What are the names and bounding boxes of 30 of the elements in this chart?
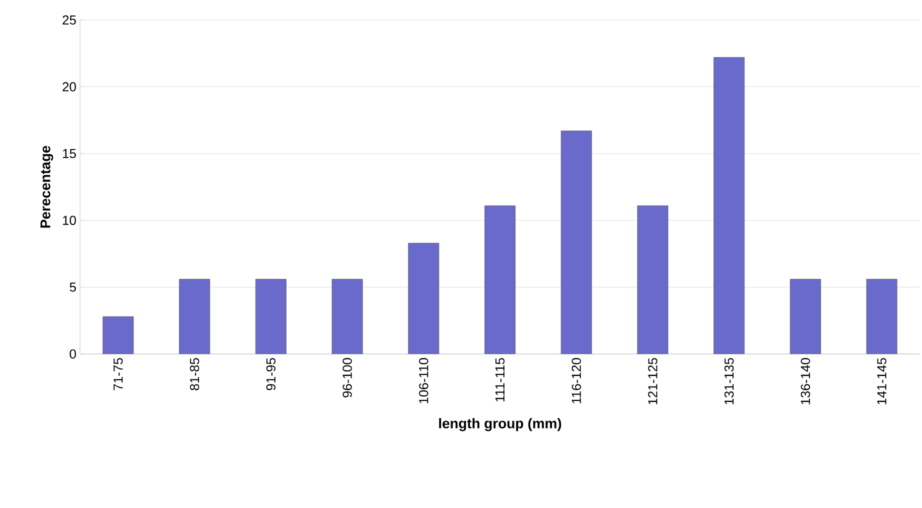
bar <box>179 278 210 354</box>
bar <box>255 278 286 354</box>
x-tick-label: 91-95 <box>266 358 276 390</box>
y-tick-label: 15 <box>63 149 76 158</box>
x-tick-label: 111-115 <box>495 358 505 402</box>
bar <box>637 205 668 354</box>
bar <box>408 242 440 354</box>
x-tick-label: 141-145 <box>877 358 886 404</box>
x-tick-label: 121-125 <box>648 358 658 404</box>
bar <box>560 130 592 354</box>
y-tick-label: 25 <box>62 15 76 25</box>
x-tick-label: 116-120 <box>572 358 581 404</box>
bar <box>714 57 745 354</box>
bar <box>102 316 134 354</box>
bar <box>484 205 516 354</box>
bar <box>866 278 898 354</box>
x-tick-label: 131-135 <box>724 358 734 404</box>
x-tick-label: 136-140 <box>800 358 810 404</box>
y-tick-label: 0 <box>70 349 76 359</box>
x-tick-label: 81-85 <box>190 358 200 390</box>
x-axis-title: length group (mm) <box>439 418 562 432</box>
x-tick-label: 96-100 <box>342 358 352 398</box>
y-tick-label: 10 <box>63 216 76 225</box>
bar <box>790 278 821 354</box>
x-tick-label: 106-110 <box>419 358 428 404</box>
y-tick-label: 5 <box>70 282 76 292</box>
x-tick-label: 71-75 <box>114 358 123 390</box>
y-axis-title: Perecentage <box>40 146 54 228</box>
y-tick-label: 20 <box>62 82 76 92</box>
bar <box>332 278 363 354</box>
